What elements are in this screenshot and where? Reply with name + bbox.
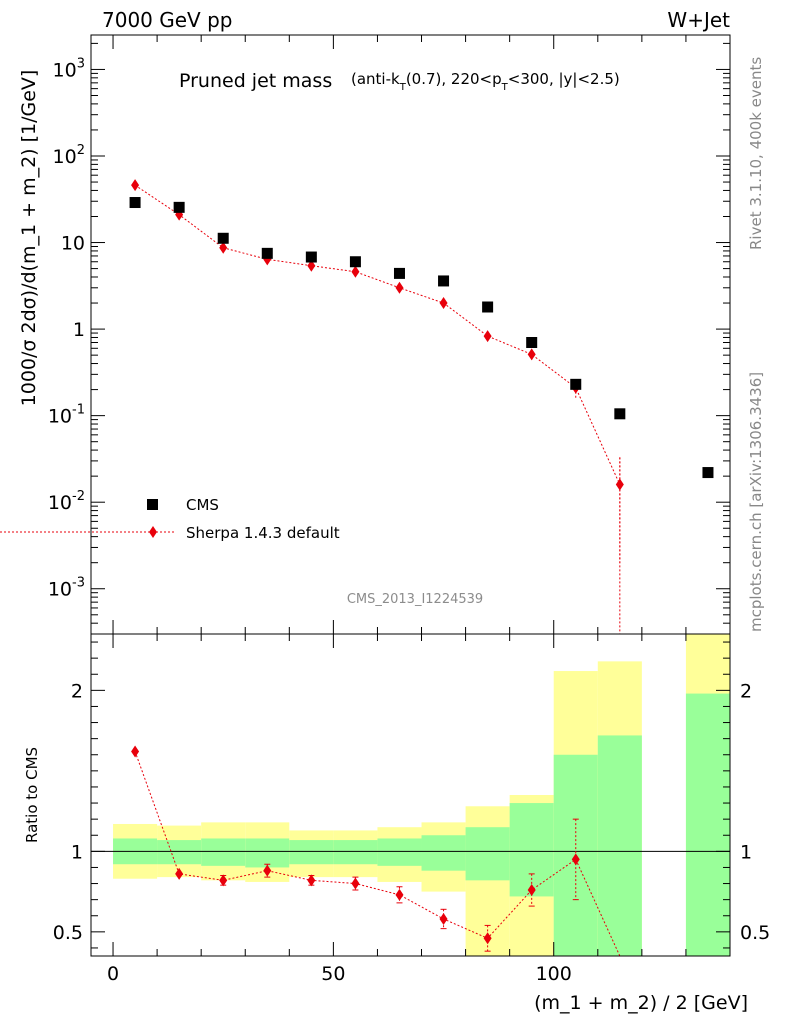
ratio-y-tick-label: 1 bbox=[740, 841, 752, 863]
x-tick-label: 50 bbox=[321, 963, 345, 985]
ratio-band-inner bbox=[201, 838, 246, 866]
cms-point bbox=[702, 467, 714, 479]
x-tick-label: 100 bbox=[536, 963, 572, 985]
cms-series bbox=[129, 197, 714, 479]
ratio-y-tick-label: 0.5 bbox=[740, 922, 770, 944]
sherpa-point bbox=[131, 179, 140, 192]
sherpa-point bbox=[439, 297, 448, 310]
legend-sherpa-label: Sherpa 1.4.3 default bbox=[186, 524, 340, 542]
sherpa-series bbox=[131, 179, 624, 634]
main-y-tick-label: 10 bbox=[61, 233, 85, 255]
ratio-point bbox=[483, 932, 492, 945]
ratio-point bbox=[571, 853, 580, 866]
main-y-label: 1000/σ 2dσ)/d(m_1 + m_2) [1/GeV] bbox=[18, 70, 40, 407]
sherpa-point bbox=[307, 259, 316, 272]
header-left: 7000 GeV pp bbox=[102, 8, 233, 32]
x-axis: 0 50 100 bbox=[107, 634, 731, 985]
ratio-y-tick-label: 2 bbox=[740, 680, 752, 702]
ratio-point bbox=[351, 877, 360, 890]
main-panel-frame bbox=[90, 34, 731, 635]
ratio-y-label: Ratio to CMS bbox=[23, 747, 41, 843]
ratio-band-inner bbox=[597, 735, 642, 956]
main-subtitle: (anti-kT(0.7), 220<pT<300, |y|<2.5) bbox=[351, 70, 620, 93]
rivet-label: Rivet 3.1.10, 400k events bbox=[747, 57, 765, 250]
main-y-tick-label: 102 bbox=[53, 143, 85, 168]
ratio-y-tick-label: 0.5 bbox=[53, 922, 83, 944]
sherpa-point bbox=[263, 253, 272, 266]
ratio-point bbox=[219, 874, 228, 887]
cms-point bbox=[570, 378, 582, 390]
sherpa-line bbox=[134, 184, 621, 485]
x-tick-label: 0 bbox=[107, 963, 119, 985]
main-panel: 10-3 10-2 10-1 1 10 102 103 Pruned jet mass (a… bbox=[0, 34, 731, 635]
main-y-tick-label: 10-1 bbox=[48, 403, 85, 428]
ratio-band-inner bbox=[289, 840, 334, 865]
sherpa-point bbox=[527, 348, 536, 361]
header-right: W+Jet bbox=[667, 8, 730, 32]
ratio-y-tick-label: 1 bbox=[71, 841, 83, 863]
main-title-text: Pruned jet mass bbox=[179, 70, 332, 92]
mcplots-label: mcplots.cern.ch [arXiv:1306.3436] bbox=[747, 372, 765, 632]
sherpa-point bbox=[219, 241, 228, 254]
x-axis-label: (m_1 + m_2) / 2 [GeV] bbox=[534, 992, 748, 1014]
ratio-band-inner bbox=[157, 840, 202, 865]
ratio-panel-frame bbox=[90, 633, 731, 957]
ratio-band-inner bbox=[333, 840, 378, 865]
cms-point bbox=[614, 408, 626, 420]
cms-point bbox=[482, 301, 494, 313]
cms-point bbox=[526, 337, 538, 349]
ratio-point bbox=[527, 883, 536, 896]
ratio-band-inner bbox=[509, 803, 554, 897]
ratio-sherpa-series bbox=[131, 745, 621, 957]
main-title: Pruned jet mass bbox=[179, 70, 332, 92]
sherpa-point bbox=[483, 330, 492, 343]
ratio-band-inner bbox=[421, 835, 466, 871]
ratio-point bbox=[395, 888, 404, 901]
ratio-panel: 0.5 0.5 1 1 2 2 0 50 100 Ratio to CMS (m_1 + m_… bbox=[23, 633, 770, 1014]
ratio-band-inner bbox=[377, 838, 422, 866]
ratio-band-inner bbox=[465, 827, 510, 881]
cms-point bbox=[438, 275, 450, 287]
cms-point bbox=[173, 201, 185, 213]
sherpa-point bbox=[615, 478, 624, 491]
main-y-tick-label: 1 bbox=[73, 319, 85, 341]
ratio-y-axis: 0.5 0.5 1 1 2 2 bbox=[53, 641, 770, 949]
ratio-point bbox=[263, 864, 272, 877]
ratio-point bbox=[307, 874, 316, 887]
analysis-tag: CMS_2013_I1224539 bbox=[347, 592, 483, 607]
ratio-band-inner bbox=[245, 838, 290, 868]
cms-point bbox=[129, 197, 141, 209]
ratio-band-inner bbox=[685, 693, 730, 956]
legend-sherpa-marker bbox=[149, 526, 157, 538]
sherpa-point bbox=[395, 281, 404, 294]
ratio-bands bbox=[113, 634, 730, 956]
legend-cms-marker bbox=[147, 499, 158, 510]
cms-point bbox=[349, 256, 361, 268]
cms-point bbox=[261, 247, 273, 259]
ratio-point bbox=[439, 912, 448, 925]
cms-point bbox=[393, 267, 405, 279]
cms-point bbox=[217, 232, 229, 244]
main-y-tick-label: 10-3 bbox=[48, 576, 85, 601]
sherpa-point bbox=[351, 265, 360, 278]
ratio-point bbox=[175, 867, 184, 880]
main-y-tick-label: 10-2 bbox=[48, 489, 85, 514]
legend-cms-label: CMS bbox=[186, 496, 219, 514]
legend: CMS Sherpa 1.4.3 default bbox=[0, 496, 340, 542]
ratio-point bbox=[131, 745, 140, 758]
ratio-y-tick-label: 2 bbox=[71, 680, 83, 702]
main-y-axis: 10-3 10-2 10-1 1 10 102 103 bbox=[48, 35, 731, 635]
main-y-tick-label: 103 bbox=[53, 56, 85, 81]
cms-point bbox=[305, 251, 317, 263]
